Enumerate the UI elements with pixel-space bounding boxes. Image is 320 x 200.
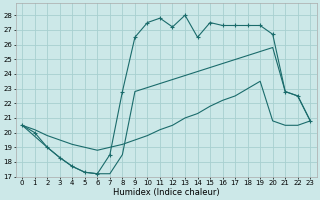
- X-axis label: Humidex (Indice chaleur): Humidex (Indice chaleur): [113, 188, 220, 197]
